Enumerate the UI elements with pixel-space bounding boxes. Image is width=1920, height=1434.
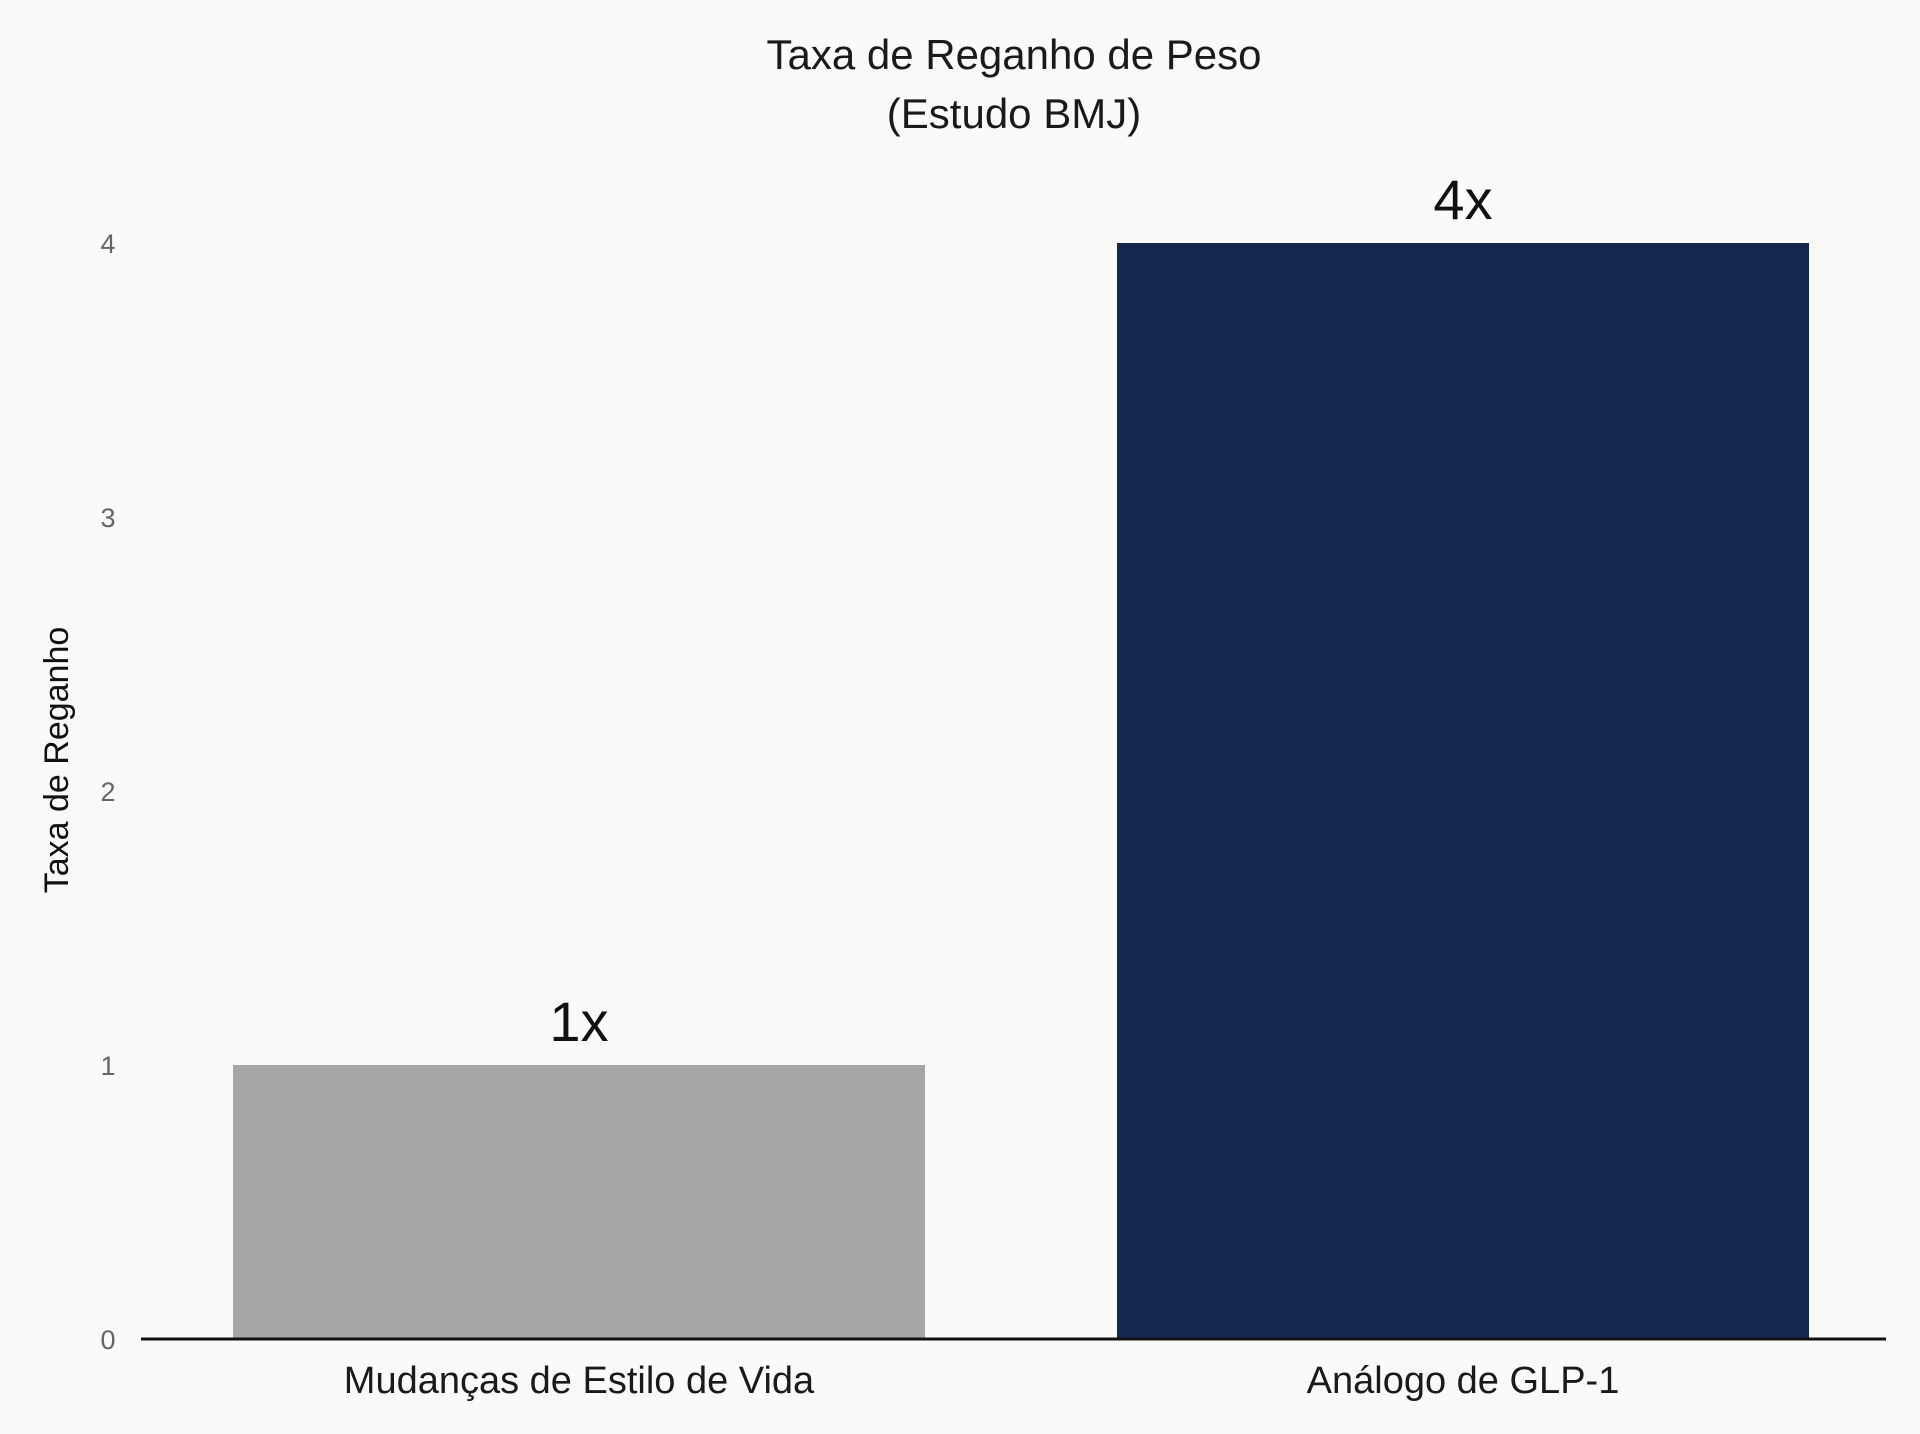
chart-title-line-2: (Estudo BMJ) — [887, 90, 1141, 137]
chart-title-line-1: Taxa de Reganho de Peso — [766, 31, 1261, 78]
x-category-label: Mudanças de Estilo de Vida — [344, 1360, 815, 1402]
bar-value-label: 1x — [549, 990, 608, 1053]
x-category-label: Análogo de GLP-1 — [1307, 1360, 1620, 1402]
y-tick-label: 2 — [100, 777, 115, 807]
bar — [1117, 243, 1809, 1339]
y-tick-label: 1 — [100, 1051, 115, 1081]
y-tick-label: 0 — [100, 1325, 115, 1355]
bar-value-label: 4x — [1433, 168, 1492, 231]
bar — [233, 1065, 925, 1339]
y-axis-label: Taxa de Reganho — [38, 627, 76, 894]
y-tick-label: 4 — [100, 229, 115, 259]
y-tick-label: 3 — [100, 503, 115, 533]
